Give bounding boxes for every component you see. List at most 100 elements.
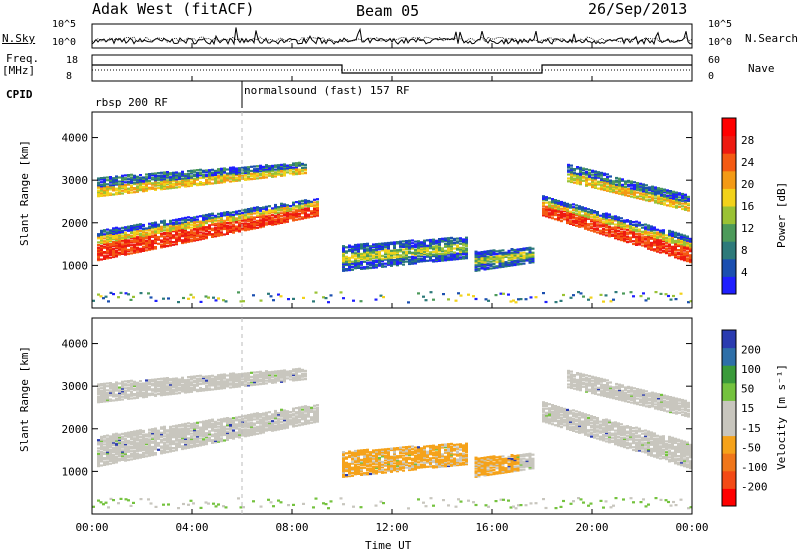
- power-cell: [351, 245, 354, 248]
- power-cell: [435, 245, 438, 248]
- power-cell: [280, 219, 283, 222]
- velocity-cell: [193, 438, 196, 441]
- power-cell: [277, 219, 280, 222]
- velocity-cell: [148, 441, 151, 444]
- power-cell: [656, 235, 659, 238]
- power-cell: [588, 175, 591, 178]
- power-cell: [593, 214, 596, 217]
- velocity-cell: [124, 454, 127, 457]
- velocity-cell: [253, 426, 256, 429]
- power-cell: [669, 202, 672, 205]
- power-cell: [663, 189, 666, 193]
- power-cell: [623, 220, 626, 224]
- power-cell: [686, 242, 689, 245]
- velocity-cell: [166, 448, 169, 451]
- velocity-cell: [151, 445, 154, 448]
- power-cell: [199, 215, 202, 218]
- power-cell: [145, 185, 148, 188]
- power-cell: [360, 254, 363, 257]
- power-cell: [623, 233, 626, 236]
- power-cell: [531, 259, 535, 262]
- power-cell: [435, 250, 438, 253]
- power-cell: [277, 170, 280, 174]
- power-cell: [175, 186, 178, 189]
- power-cell: [298, 171, 301, 174]
- velocity-cell: [238, 415, 241, 419]
- velocity-cell: [271, 424, 274, 427]
- velocity-cell: [181, 434, 184, 437]
- velocity-cell: [115, 450, 118, 453]
- power-cell: [522, 247, 526, 250]
- velocity-cell: [184, 435, 187, 438]
- power-cell: [411, 258, 414, 261]
- power-cell: [274, 223, 277, 226]
- power-cell: [668, 240, 671, 243]
- power-cell: [190, 184, 193, 187]
- velocity-cell: [130, 443, 133, 446]
- velocity-cell: [169, 435, 172, 438]
- power-cell: [426, 259, 429, 262]
- power-cell: [178, 234, 181, 237]
- power-cell: [298, 203, 301, 206]
- velocity-cell: [124, 450, 127, 453]
- velocity-cell: [106, 400, 109, 403]
- power-cell: [238, 218, 241, 221]
- velocity-cell: [280, 426, 283, 429]
- velocity-cell: [106, 456, 109, 459]
- power-cell: [190, 234, 193, 237]
- power-cell: [686, 240, 689, 244]
- velocity-cell: [109, 394, 112, 397]
- power-cell: [148, 225, 151, 228]
- power-cell: [136, 181, 139, 184]
- power-cell: [109, 245, 112, 248]
- power-cell: [97, 181, 100, 184]
- power-cell: [369, 258, 372, 261]
- velocity-cell: [163, 442, 166, 445]
- power-cell: [609, 190, 612, 193]
- power-cell: [378, 251, 381, 254]
- power-cell: [256, 208, 259, 212]
- velocity-cell: [184, 429, 187, 432]
- power-cell: [414, 254, 417, 257]
- power-cell: [447, 238, 450, 241]
- power-cell: [519, 260, 523, 263]
- velocity-cell: [283, 417, 286, 420]
- power-cell: [608, 233, 611, 237]
- power-cell: [621, 190, 624, 193]
- power-cell: [265, 173, 268, 176]
- velocity-cell: [169, 443, 172, 446]
- power-cell: [689, 254, 692, 257]
- power-cell: [459, 237, 462, 240]
- power-cell: [112, 228, 115, 231]
- power-cell: [402, 258, 405, 261]
- power-cell: [597, 187, 600, 190]
- power-cell: [208, 225, 211, 228]
- velocity-cell: [127, 380, 130, 383]
- power-cell: [510, 260, 514, 263]
- power-cell: [295, 168, 298, 172]
- power-cell: [588, 174, 591, 177]
- power-cell: [662, 231, 665, 235]
- power-cell: [112, 188, 115, 191]
- power-cell: [495, 265, 499, 268]
- power-cell: [684, 207, 687, 210]
- power-cell: [289, 205, 292, 208]
- velocity-cell: [304, 417, 307, 420]
- power-cell: [379, 294, 383, 297]
- velocity-cell: [232, 425, 235, 428]
- power-cell: [298, 218, 301, 221]
- power-cell: [627, 185, 630, 188]
- power-cell: [214, 220, 217, 223]
- velocity-cell: [229, 423, 232, 426]
- velocity-cell: [118, 398, 121, 401]
- power-cell: [244, 210, 247, 213]
- power-cell: [247, 166, 250, 169]
- velocity-cell: [172, 447, 175, 450]
- power-cell: [611, 221, 614, 224]
- power-cell: [139, 243, 142, 246]
- power-cell: [100, 244, 103, 247]
- power-cell: [444, 253, 447, 256]
- power-cell: [623, 234, 626, 237]
- power-cell: [238, 224, 241, 228]
- power-cell: [295, 201, 298, 204]
